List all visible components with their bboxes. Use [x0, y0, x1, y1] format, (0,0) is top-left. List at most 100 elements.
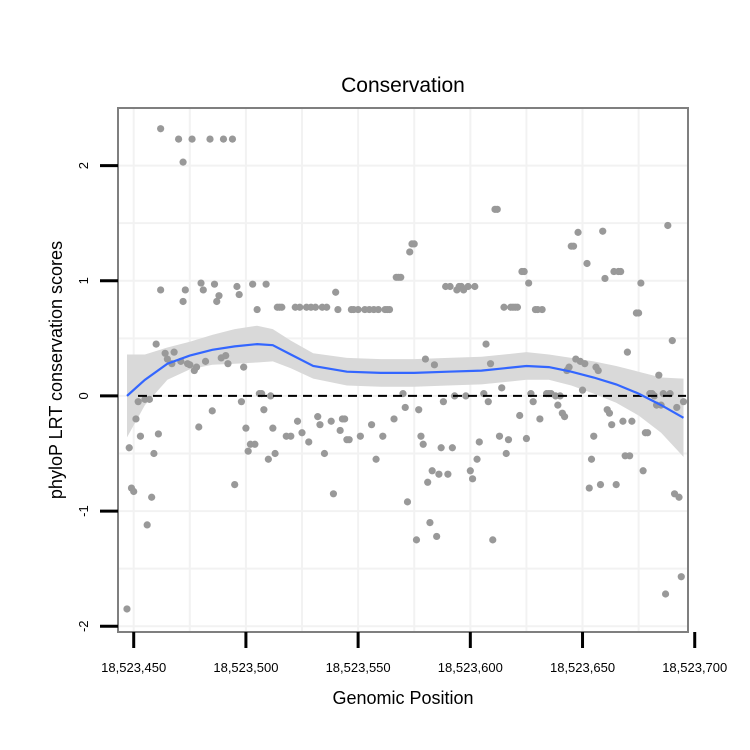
- data-point: [439, 398, 447, 406]
- data-point: [520, 267, 528, 276]
- data-point: [188, 135, 196, 143]
- data-point: [565, 363, 573, 371]
- data-point: [500, 303, 508, 311]
- data-point: [143, 521, 151, 529]
- data-point: [354, 305, 362, 314]
- data-point: [612, 480, 620, 489]
- data-point: [145, 395, 154, 403]
- data-point: [314, 413, 322, 421]
- data-point: [269, 424, 277, 432]
- data-point: [587, 455, 596, 463]
- data-point: [599, 227, 607, 235]
- data-point: [235, 290, 243, 299]
- y-axis-label: phyloP LRT conservation scores: [46, 241, 66, 499]
- data-point: [661, 590, 670, 598]
- data-point: [161, 349, 169, 357]
- confidence-band: [127, 325, 684, 457]
- data-point: [341, 415, 349, 423]
- data-point: [334, 305, 342, 314]
- data-point: [426, 518, 434, 527]
- data-point: [675, 493, 683, 501]
- data-point: [231, 480, 239, 489]
- data-point: [677, 573, 685, 581]
- data-point: [578, 386, 587, 394]
- data-point: [493, 205, 501, 213]
- data-point: [504, 436, 513, 444]
- chart-title: Conservation: [341, 74, 465, 97]
- data-point: [224, 360, 232, 368]
- data-point: [628, 417, 636, 425]
- data-point: [132, 415, 140, 423]
- data-point: [482, 340, 490, 348]
- data-point: [583, 259, 591, 268]
- data-point: [240, 363, 248, 371]
- data-point: [305, 438, 313, 446]
- data-point: [320, 449, 329, 458]
- data-point: [639, 467, 647, 475]
- data-point: [466, 467, 474, 475]
- data-point: [569, 242, 578, 250]
- data-point: [581, 360, 589, 368]
- data-point: [635, 309, 643, 317]
- data-point: [468, 475, 477, 483]
- y-tick-label: -1: [76, 505, 91, 517]
- data-point: [130, 487, 138, 496]
- data-point: [332, 288, 340, 296]
- data-point: [673, 403, 681, 412]
- data-point: [435, 470, 443, 478]
- data-point: [560, 413, 569, 421]
- y-tick-label: 2: [76, 162, 91, 169]
- x-axis-ticks: 18,523,450 18,523,500 18,523,550 18,523,600…: [101, 632, 727, 675]
- data-point: [410, 240, 418, 248]
- data-point: [192, 363, 201, 371]
- y-tick-label: 1: [76, 277, 91, 284]
- data-point: [484, 398, 492, 406]
- data-point: [125, 444, 133, 452]
- data-point: [428, 467, 436, 475]
- data-point: [170, 348, 178, 356]
- data-point: [525, 279, 533, 287]
- data-point: [163, 355, 171, 363]
- data-point: [390, 415, 398, 423]
- data-point: [136, 432, 145, 440]
- data-point: [489, 536, 497, 544]
- data-point: [323, 303, 331, 311]
- data-point: [278, 303, 286, 311]
- data-point: [253, 305, 261, 314]
- data-point: [462, 392, 470, 400]
- data-point: [437, 444, 445, 452]
- data-point: [179, 158, 187, 166]
- data-point: [379, 432, 387, 440]
- data-point: [601, 274, 609, 283]
- data-point: [446, 282, 454, 291]
- data-point: [419, 440, 427, 448]
- x-tick-label: 18,523,500: [213, 660, 278, 675]
- data-point: [260, 406, 268, 414]
- data-point: [538, 305, 546, 314]
- data-point: [208, 407, 216, 415]
- data-point: [522, 434, 531, 443]
- data-point: [498, 384, 506, 392]
- data-point: [179, 297, 187, 306]
- x-tick-label: 18,523,450: [101, 660, 166, 675]
- data-point: [215, 292, 223, 300]
- data-point: [266, 392, 275, 400]
- data-point: [516, 411, 524, 420]
- data-point: [327, 417, 335, 425]
- data-point: [287, 432, 295, 440]
- data-point: [345, 436, 353, 444]
- data-point: [233, 282, 241, 291]
- data-point: [385, 305, 394, 314]
- y-axis-ticks: -2 -1 0 1 2: [76, 162, 118, 632]
- data-point: [262, 280, 270, 288]
- data-point: [574, 228, 582, 236]
- data-point: [181, 286, 189, 294]
- data-point: [244, 447, 252, 455]
- data-point: [605, 409, 614, 417]
- data-point: [594, 366, 602, 375]
- data-point: [195, 423, 203, 431]
- data-point: [421, 355, 430, 363]
- y-tick-label: 0: [76, 392, 91, 399]
- data-point: [154, 430, 162, 438]
